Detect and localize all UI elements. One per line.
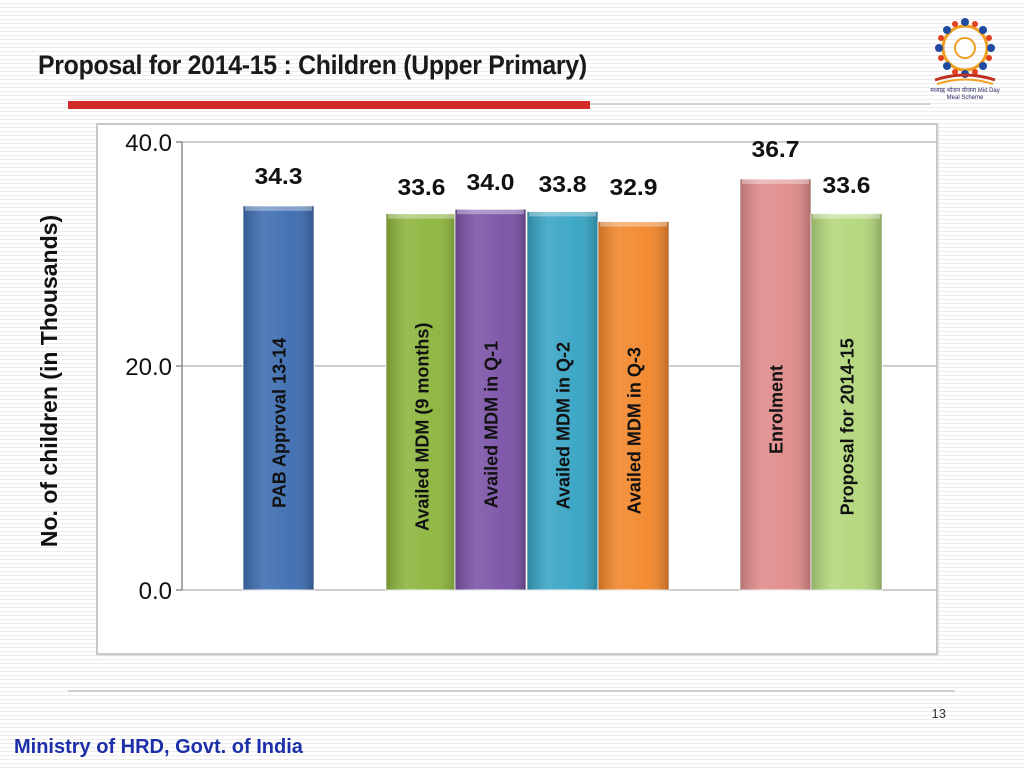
- bar-shading: [243, 205, 314, 590]
- y-axis-title: No. of children (in Thousands): [36, 215, 62, 547]
- y-tick-label: 40.0: [125, 130, 172, 157]
- bar-highlight: [457, 209, 524, 215]
- bar-value-label: 33.6: [823, 172, 871, 198]
- mid-day-meal-scheme-logo-icon: [934, 18, 996, 85]
- bar-value-label: 36.7: [752, 136, 800, 162]
- bar-highlight: [245, 205, 312, 211]
- bar-highlight: [600, 221, 667, 227]
- page-number: 13: [931, 706, 946, 721]
- bar-value-label: 34.0: [467, 169, 515, 195]
- bar-category-label: Proposal for 2014-15: [838, 338, 858, 515]
- footer-divider: [68, 690, 955, 692]
- bar-category-label: Availed MDM in Q-1: [482, 341, 502, 508]
- bar-value-label: 33.8: [539, 171, 587, 197]
- bar-shading: [386, 213, 457, 590]
- footer-organization: Ministry of HRD, Govt. of India: [14, 736, 303, 758]
- bar-highlight: [529, 211, 596, 217]
- bar-shading: [740, 178, 811, 590]
- bar-category-label: Availed MDM (9 months): [413, 323, 433, 531]
- bar-highlight: [742, 178, 809, 184]
- y-tick-label: 20.0: [125, 354, 172, 381]
- bar-category-label: Availed MDM in Q-3: [625, 347, 645, 514]
- bar-value-label: 33.6: [398, 174, 446, 200]
- bar-category-label: PAB Approval 13-14: [270, 338, 290, 508]
- bar-shading: [811, 213, 882, 590]
- page-title: Proposal for 2014-15 : Children (Upper P…: [38, 50, 587, 80]
- bar-category-label: Enrolment: [767, 365, 787, 454]
- bar-value-label: 32.9: [610, 174, 658, 200]
- logo-caption: मध्याह्न भोजन योजना Mid Day Meal Scheme: [930, 88, 1000, 101]
- bar-highlight: [813, 213, 880, 219]
- bar-value-label: 34.3: [255, 163, 303, 189]
- bar-highlight: [388, 213, 455, 219]
- y-tick-label: 0.0: [139, 578, 172, 605]
- bar-shading: [598, 221, 669, 590]
- bar-shading: [455, 209, 526, 590]
- bar-category-label: Availed MDM in Q-2: [554, 342, 574, 509]
- title-underline: [68, 101, 590, 109]
- title-underline-extension: [590, 103, 930, 105]
- bar-shading: [527, 211, 598, 590]
